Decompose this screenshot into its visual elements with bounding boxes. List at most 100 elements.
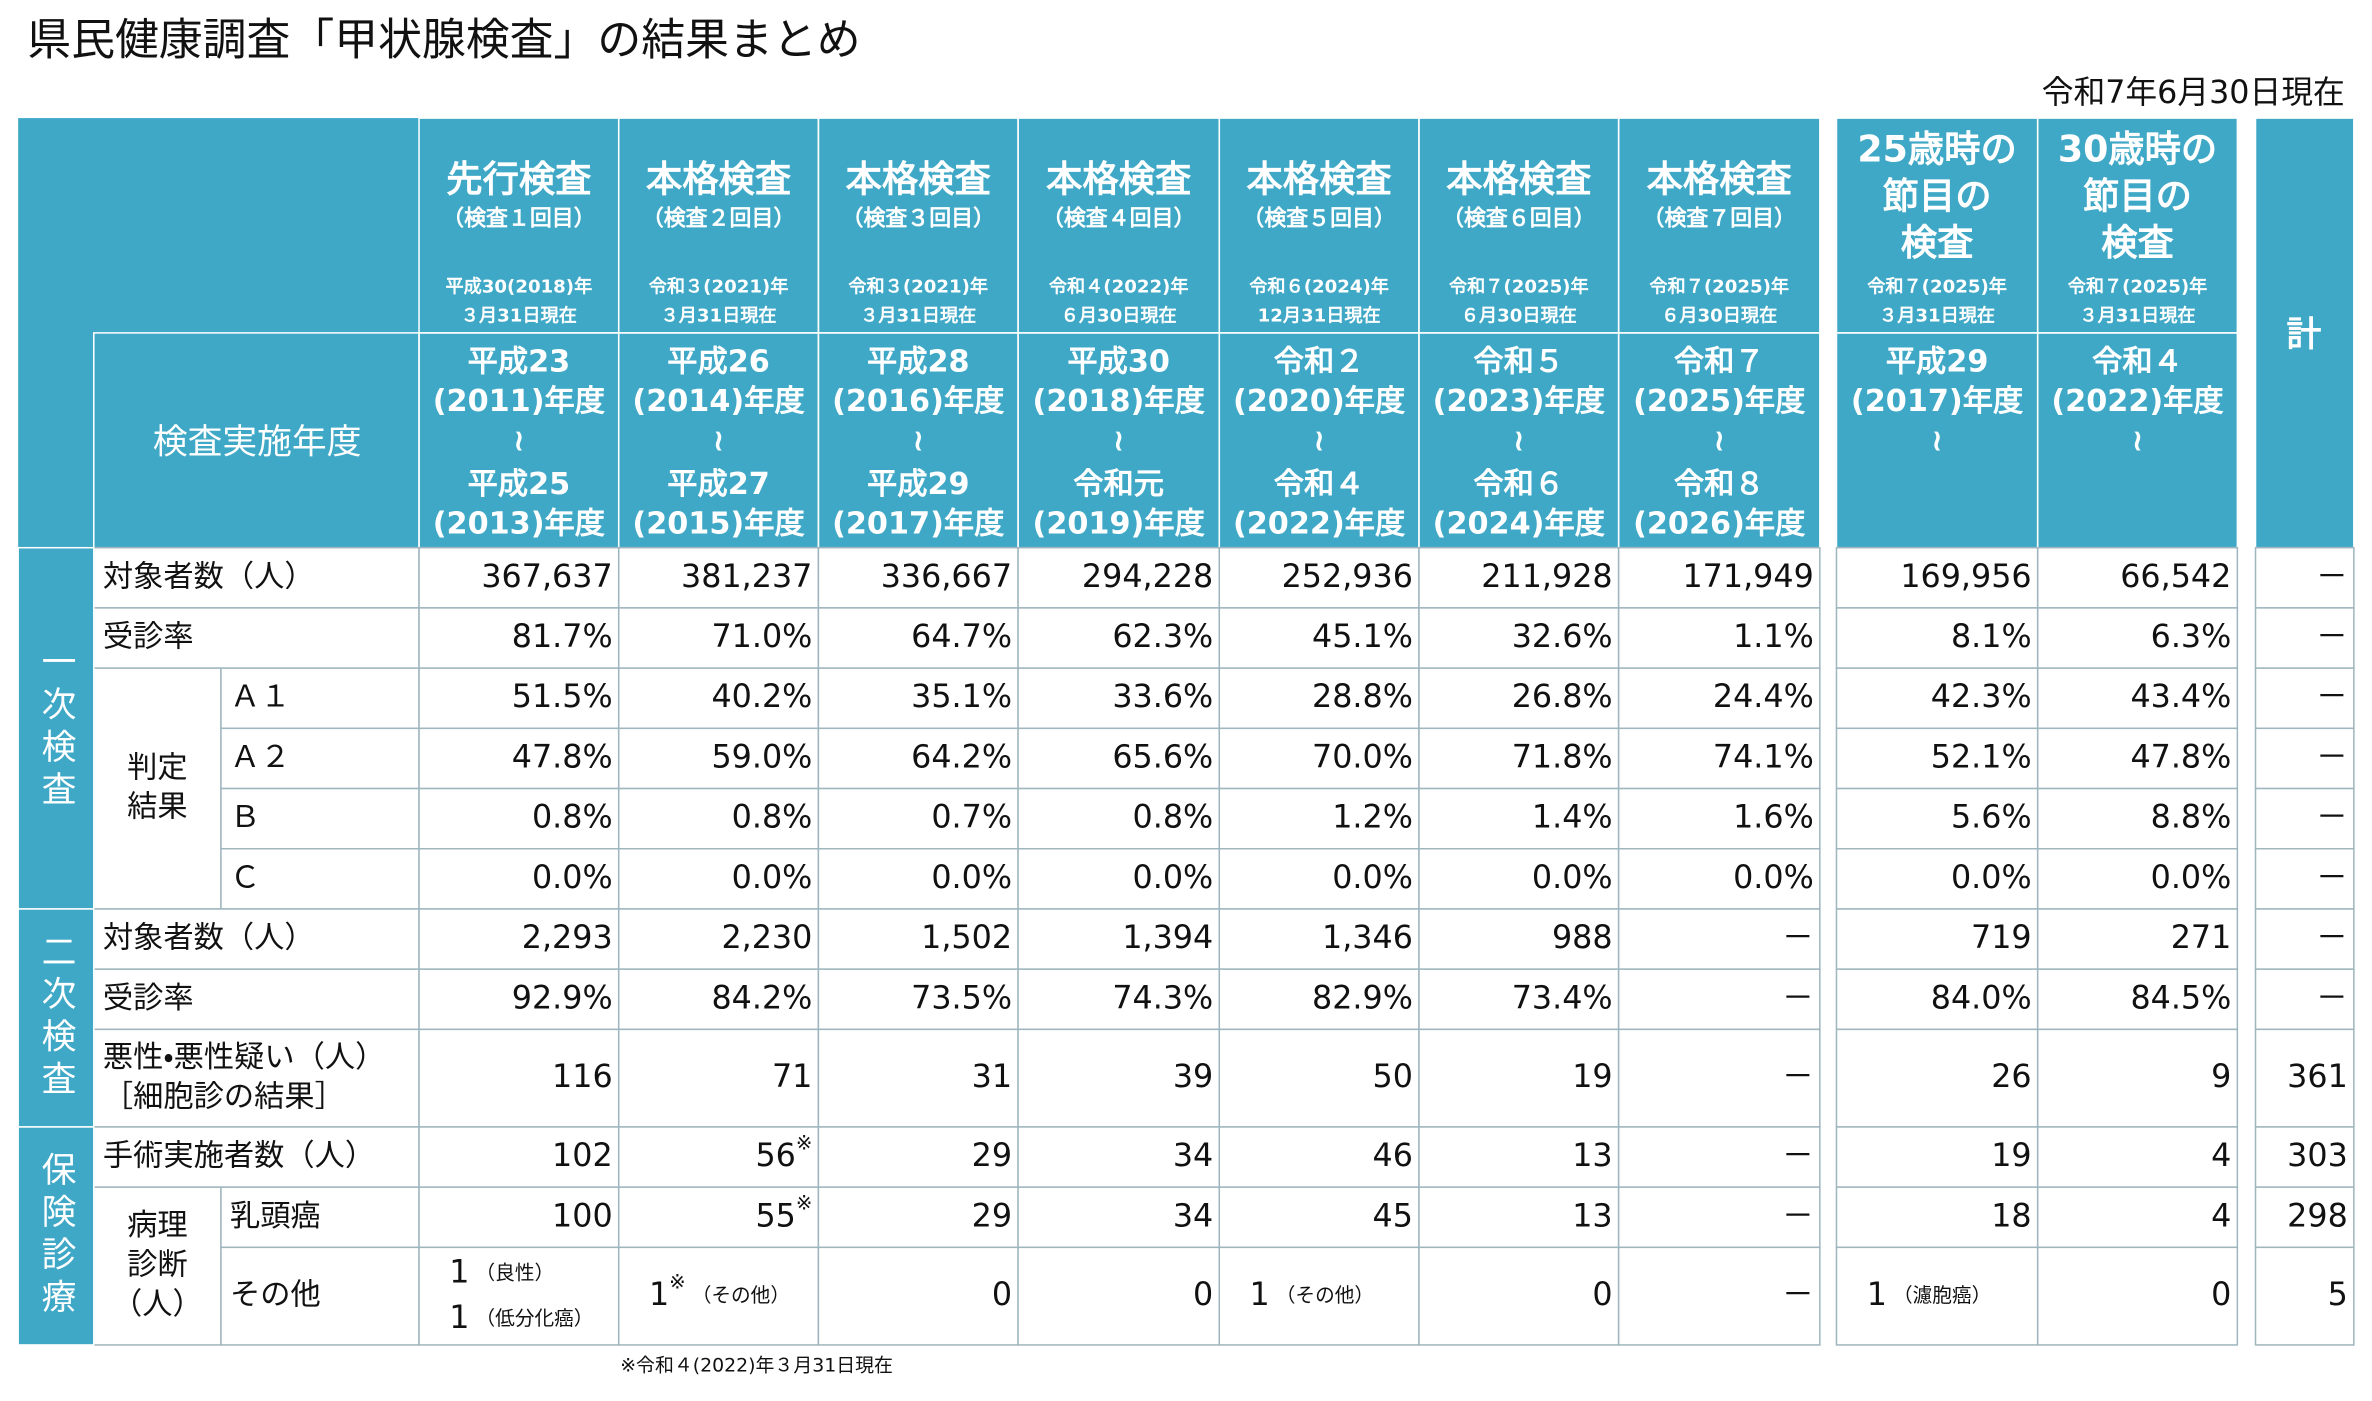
cell-value: － [1782, 1059, 1814, 1095]
column-as-of: 平成30(2018)年 [445, 276, 592, 298]
cell-value: 0.0% [2151, 860, 2232, 896]
value-cell [1218, 1246, 1420, 1346]
value-cell [1418, 667, 1620, 730]
cell-value: 1.1% [1733, 619, 1814, 655]
value-cell [2254, 1186, 2355, 1249]
group-cell [93, 667, 222, 910]
column-name: 節目の [1883, 174, 1992, 217]
column-as-of: ６月30日現在 [1661, 304, 1777, 326]
cell-value: 303 [2287, 1138, 2348, 1174]
row-label: 悪性・悪性疑い（人） [103, 1040, 386, 1075]
column-as-of: 令和３(2021)年 [649, 276, 789, 298]
column-as-of: ３月31日現在 [461, 304, 577, 326]
cell-value: 2,230 [721, 920, 812, 956]
cell-value: 74.1% [1713, 739, 1814, 775]
value-cell [2036, 607, 2239, 669]
row-label: 対象者数（人） [103, 559, 315, 594]
column-period: (2011)年度 [433, 384, 606, 419]
value-cell [817, 1186, 1019, 1249]
column-period: ≀ [513, 423, 524, 458]
row-label: Ｂ [230, 800, 260, 835]
cell-value: 29 [972, 1198, 1012, 1234]
cell-value: 0.0% [1532, 860, 1613, 896]
column-as-of: 令和７(2025)年 [1449, 276, 1589, 298]
value-cell [1218, 667, 1420, 730]
value-cell [1617, 787, 1821, 850]
cell-number: 1 [449, 1254, 469, 1290]
cell-value: 0.0% [1733, 860, 1814, 896]
column-as-of: 12月31日現在 [1258, 304, 1381, 326]
cell-value: － [2316, 679, 2348, 715]
column-period: 令和４ [1274, 467, 1365, 502]
column-round: （検査４回目） [1042, 206, 1195, 231]
column-round: （検査３回目） [842, 206, 995, 231]
value-cell [617, 968, 820, 1031]
value-cell [1017, 1126, 1221, 1188]
cell-value: 66,542 [2120, 559, 2231, 595]
value-cell [2254, 546, 2355, 609]
value-cell [1418, 546, 1620, 609]
value-cell [2036, 1186, 2239, 1249]
column-period: ≀ [1714, 423, 1725, 458]
cell-value: 0 [2211, 1277, 2231, 1313]
column-period: 令和２ [1274, 345, 1365, 380]
cell-value: － [1782, 980, 1814, 1016]
column-name: 本格検査 [846, 158, 992, 201]
cell-value: 4 [2211, 1138, 2231, 1174]
column-as-of: ３月31日現在 [2080, 304, 2196, 326]
value-cell [1617, 968, 1821, 1031]
cell-value: 0.8% [532, 800, 613, 836]
section-cell [17, 1126, 95, 1346]
cell-value: 47.8% [2130, 739, 2231, 775]
cell-value: 18 [1991, 1198, 2031, 1234]
cell-value: 92.9% [512, 980, 613, 1016]
value-cell [1218, 1186, 1420, 1249]
cell-value: 45 [1373, 1198, 1413, 1234]
value-cell [1418, 1126, 1620, 1188]
value-cell [2036, 908, 2239, 970]
value-cell [1017, 607, 1221, 669]
value-cell [1835, 1186, 2039, 1249]
cell-value: 0.0% [732, 860, 813, 896]
value-cell [817, 546, 1019, 609]
column-name: 検査 [2101, 221, 2174, 264]
value-cell [2254, 1126, 2355, 1188]
cell-value: 1,394 [1122, 920, 1213, 956]
cell-value: 0.0% [1133, 860, 1214, 896]
cell-value: 82.9% [1312, 980, 1413, 1016]
cell-value: 73.4% [1512, 980, 1613, 1016]
value-cell [1017, 1246, 1221, 1346]
column-period: 令和８ [1674, 467, 1765, 502]
cell-value: 71.8% [1512, 739, 1613, 775]
column-period: (2013)年度 [433, 507, 606, 542]
column-period: 令和６ [1473, 467, 1564, 502]
cell-number: 56 [755, 1138, 795, 1174]
value-cell [1218, 546, 1420, 609]
column-as-of: 令和７(2025)年 [2068, 276, 2208, 298]
cell-value: 0.0% [1332, 860, 1413, 896]
value-cell [817, 847, 1019, 910]
value-cell [1835, 968, 2039, 1031]
value-cell [418, 1028, 620, 1128]
column-period: 平成26 [667, 345, 770, 380]
cell-value: 64.7% [911, 619, 1012, 655]
cell-value: － [1782, 1138, 1814, 1174]
value-cell [817, 1028, 1019, 1128]
column-as-of: 令和７(2025)年 [1649, 276, 1789, 298]
cell-value: 47.8% [512, 739, 613, 775]
column-period: (2018)年度 [1033, 384, 1206, 419]
value-cell [817, 1246, 1019, 1346]
cell-value: 4 [2211, 1198, 2231, 1234]
cell-value: 5.6% [1951, 800, 2032, 836]
cell-value: 102 [552, 1138, 613, 1174]
value-cell [1017, 667, 1221, 730]
value-cell [1617, 1186, 1821, 1249]
column-name: 本格検査 [1446, 158, 1592, 201]
cell-value: 1.2% [1332, 800, 1413, 836]
column-period: (2020)年度 [1233, 384, 1406, 419]
value-cell [2036, 787, 2239, 850]
cell-superscript: ※ [796, 1131, 812, 1154]
value-cell [617, 1126, 820, 1188]
cell-value: 169,956 [1900, 559, 2031, 595]
